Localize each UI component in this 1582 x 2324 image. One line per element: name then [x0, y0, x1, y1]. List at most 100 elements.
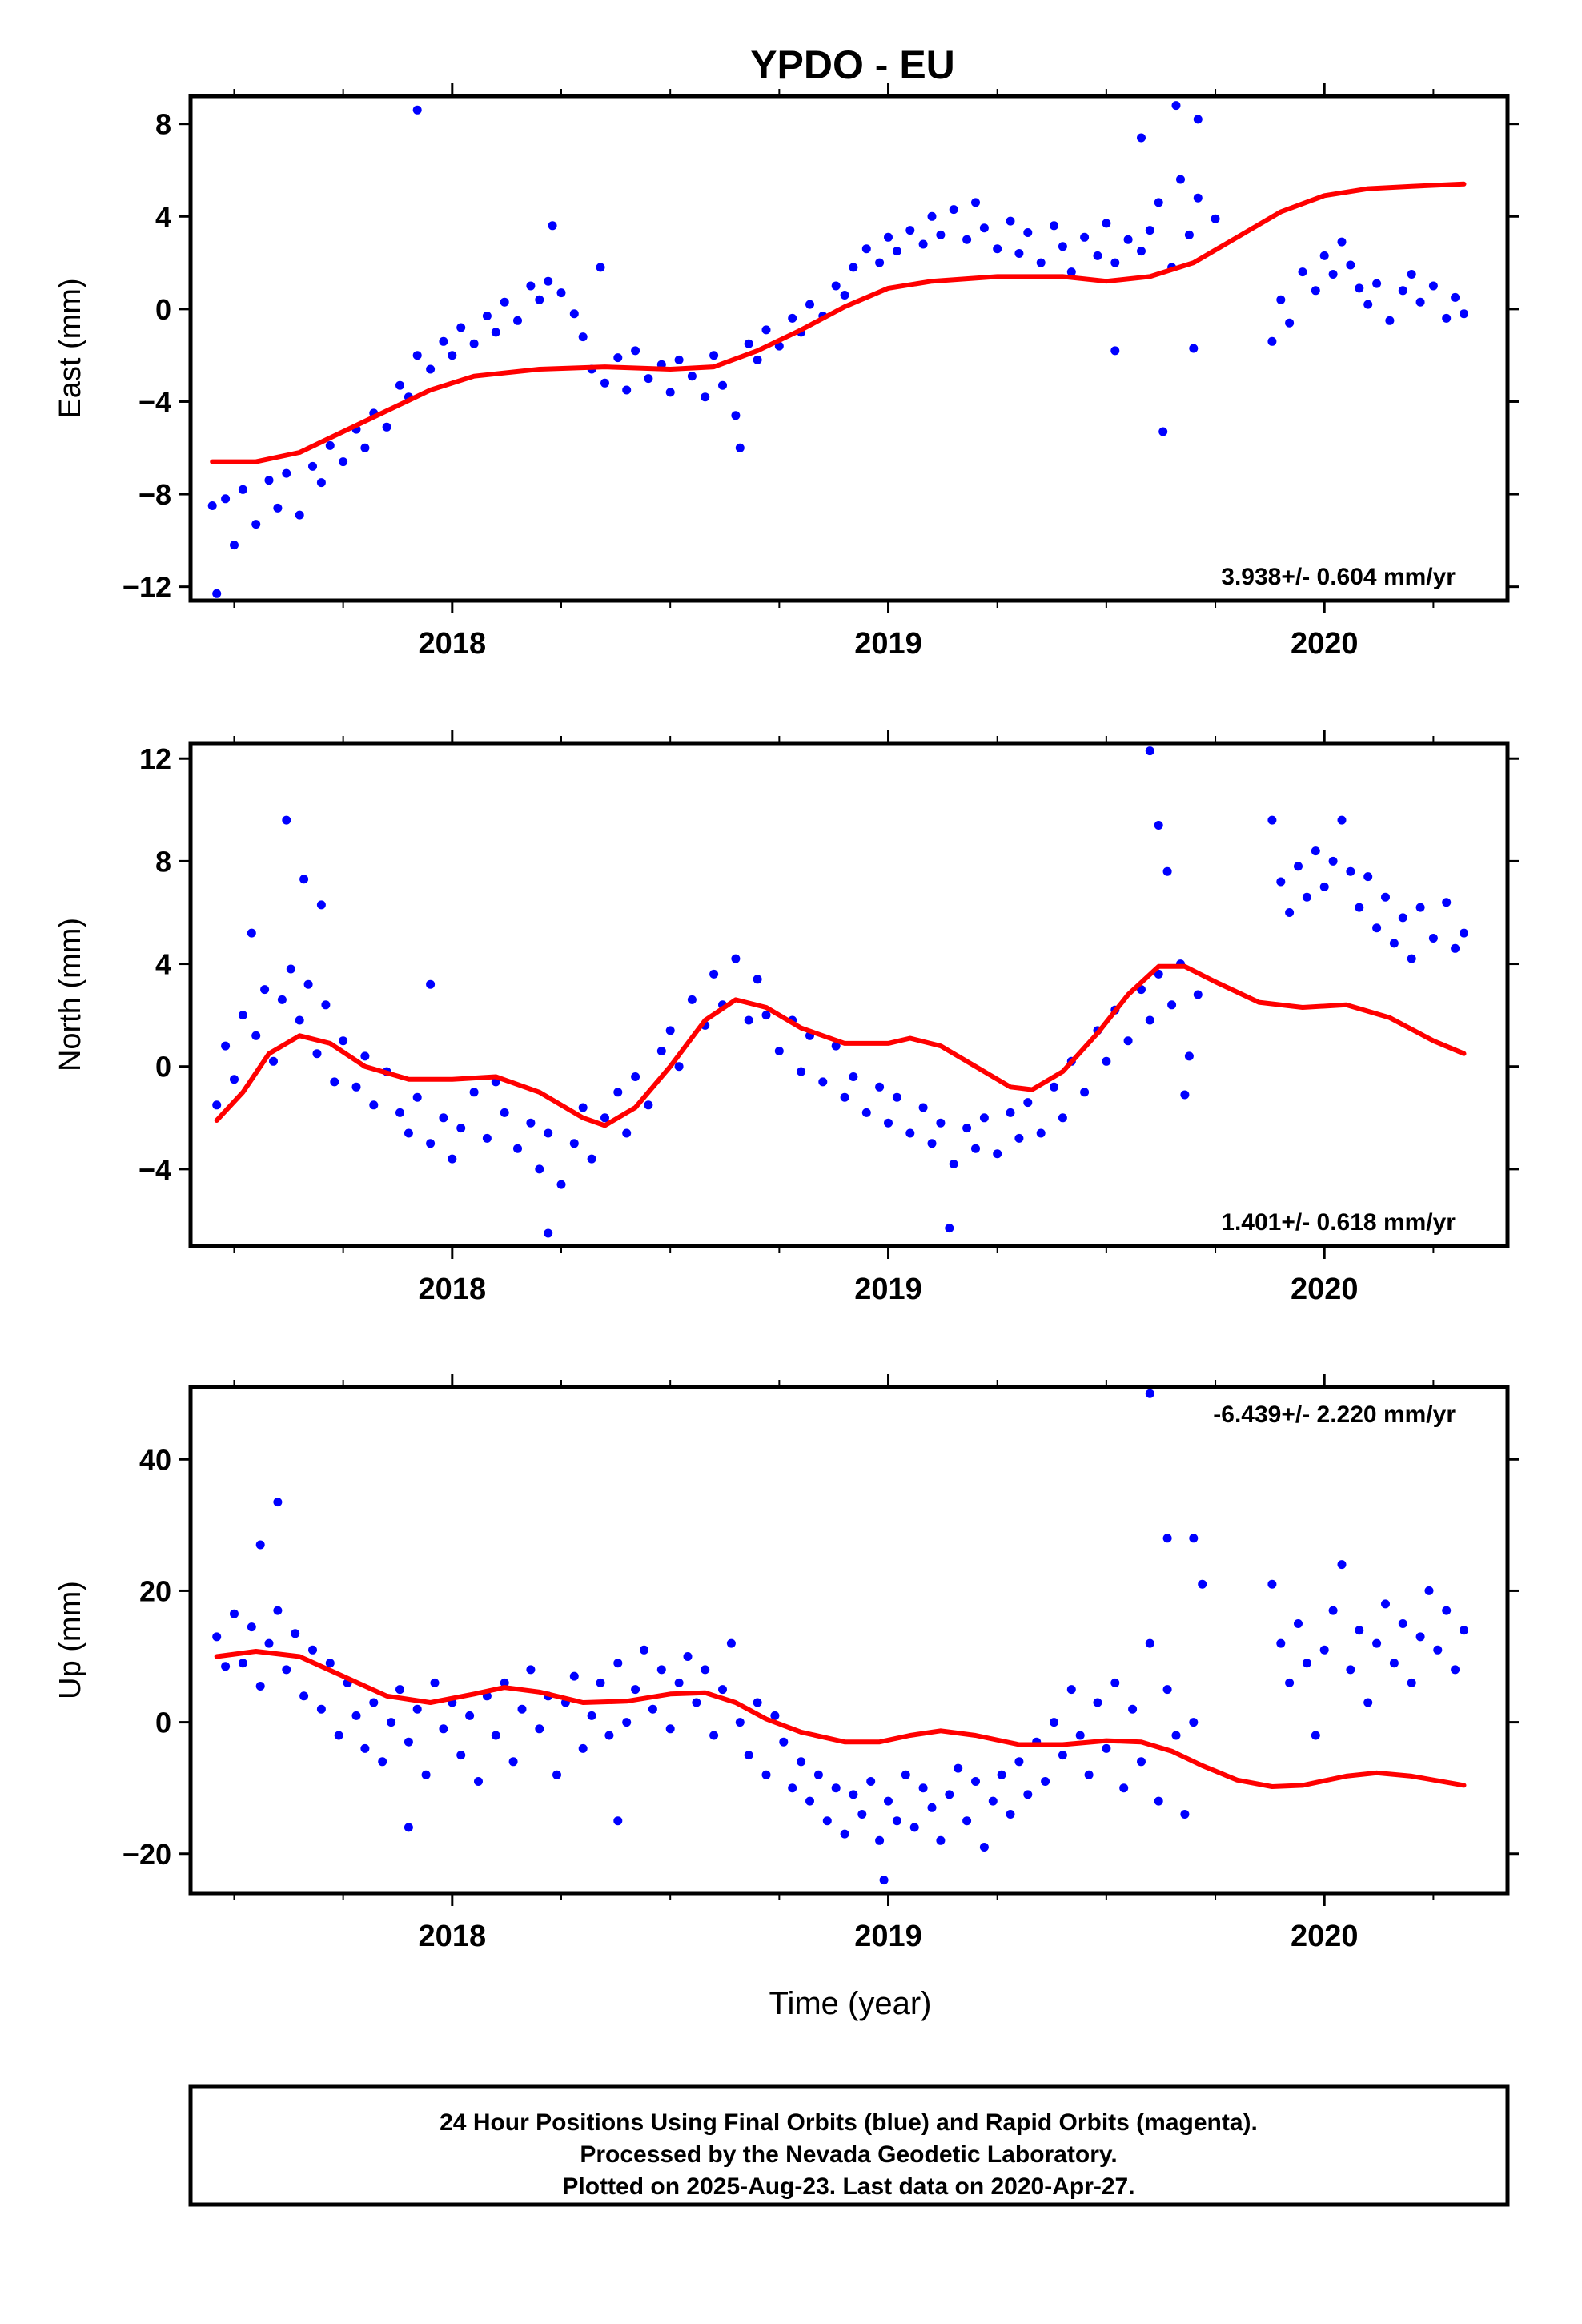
data-point [316, 478, 326, 488]
data-point [1276, 877, 1286, 887]
data-point [1128, 1704, 1138, 1714]
data-point [251, 1031, 261, 1040]
data-point [797, 1757, 806, 1767]
data-point [1442, 1606, 1452, 1615]
y-tick-label: 4 [155, 200, 171, 233]
footer-line-1: 24 Hour Positions Using Final Orbits (bl… [440, 2109, 1258, 2136]
data-point [360, 1051, 370, 1061]
data-point [822, 1816, 832, 1826]
data-point [1137, 133, 1146, 143]
data-point [526, 1118, 536, 1128]
x-tick-label: 2020 [1291, 1920, 1359, 1953]
data-point [321, 1000, 331, 1010]
data-point [330, 1077, 339, 1087]
data-point [687, 995, 697, 1004]
data-point [831, 281, 841, 291]
data-point [1162, 1685, 1172, 1695]
data-point [299, 1691, 309, 1701]
data-point [901, 1770, 910, 1779]
data-point [761, 1770, 771, 1779]
data-point [797, 1067, 806, 1076]
data-point [544, 1128, 553, 1138]
data-point [1145, 226, 1154, 235]
y-tick-label: −20 [122, 1838, 171, 1871]
data-point [308, 461, 317, 471]
data-point [1337, 1560, 1347, 1570]
data-point [648, 1704, 657, 1714]
data-point [1041, 1777, 1050, 1786]
data-point [875, 1835, 885, 1845]
data-point [500, 1678, 509, 1687]
data-point [1145, 746, 1154, 756]
data-point [993, 244, 1002, 254]
data-point [1193, 193, 1203, 203]
data-point [945, 1790, 954, 1799]
data-point [849, 1790, 858, 1799]
data-point [282, 1665, 291, 1675]
data-point [1355, 1626, 1364, 1635]
data-point [1023, 1098, 1033, 1108]
data-point [221, 494, 231, 504]
data-point [1415, 1632, 1425, 1642]
data-point [1050, 1718, 1058, 1727]
data-point [744, 1751, 753, 1760]
data-point [622, 1128, 632, 1138]
data-point [631, 346, 640, 356]
data-point [1023, 1790, 1033, 1799]
data-point [404, 1823, 413, 1832]
data-point [1267, 1579, 1277, 1589]
data-point [731, 411, 741, 420]
data-point [1102, 1056, 1111, 1066]
y-tick-label: −4 [139, 1153, 171, 1186]
data-point [753, 975, 762, 984]
up-panel: 40 20 0 −20 2018 2019 2020 Up (mm) -6.439+/- 2.2… [54, 1374, 1519, 1953]
data-point [251, 520, 261, 529]
data-point [339, 457, 348, 467]
data-point [665, 1724, 675, 1734]
data-point [1193, 990, 1203, 999]
data-point [600, 378, 609, 388]
data-point [482, 1133, 492, 1143]
data-point [761, 325, 771, 335]
data-point [1184, 230, 1194, 239]
data-point [1189, 1718, 1199, 1727]
data-point [600, 1113, 609, 1123]
data-point [316, 1704, 326, 1714]
data-point [945, 1224, 954, 1233]
data-point [971, 1144, 980, 1153]
data-point [701, 1665, 710, 1675]
data-point [936, 1835, 946, 1845]
data-point [1328, 270, 1338, 279]
y-tick-label: 40 [139, 1443, 171, 1476]
data-point [369, 1698, 379, 1707]
data-point [351, 1082, 361, 1092]
data-point [857, 1810, 867, 1819]
data-point [291, 1629, 300, 1638]
data-point [1058, 1751, 1067, 1760]
data-point [238, 1011, 247, 1020]
chart-title: YPDO - EU [750, 42, 955, 87]
data-point [221, 1041, 231, 1051]
data-point [709, 1731, 719, 1740]
data-point [927, 1139, 937, 1148]
data-point [1102, 1743, 1111, 1753]
data-point [1050, 1082, 1058, 1092]
data-point [552, 1770, 561, 1779]
data-point [578, 1743, 588, 1753]
data-point [360, 443, 370, 452]
data-point [535, 1164, 544, 1174]
data-point [1211, 214, 1220, 223]
data-point [1123, 1036, 1133, 1046]
data-point [247, 1622, 256, 1632]
data-point [1415, 903, 1425, 912]
data-point [421, 1770, 431, 1779]
data-point [382, 422, 391, 432]
data-point [1389, 939, 1399, 948]
data-point [692, 1698, 701, 1707]
data-point [513, 316, 522, 325]
data-point [861, 1108, 871, 1117]
data-point [656, 1047, 666, 1055]
data-point [339, 1036, 348, 1046]
data-point [979, 1113, 989, 1123]
y-tick-label: 8 [155, 108, 171, 141]
